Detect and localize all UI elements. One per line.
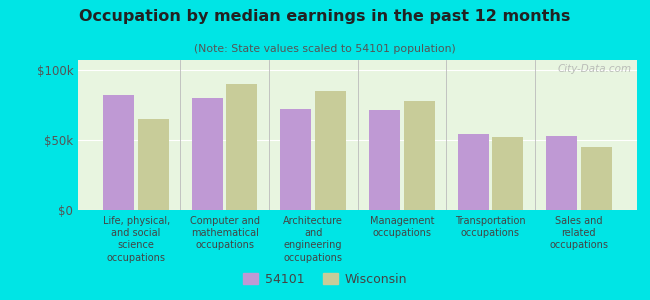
Bar [226, 84, 257, 210]
Bar [138, 119, 169, 210]
Bar [546, 136, 577, 210]
Text: Occupation by median earnings in the past 12 months: Occupation by median earnings in the pas… [79, 9, 571, 24]
Legend: 54101, Wisconsin: 54101, Wisconsin [239, 268, 411, 291]
Bar [103, 95, 135, 210]
Bar [192, 98, 223, 210]
Bar [492, 137, 523, 210]
Bar [404, 101, 434, 210]
Bar [281, 109, 311, 210]
Bar [458, 134, 489, 210]
Text: City-Data.com: City-Data.com [557, 64, 631, 74]
Bar [580, 147, 612, 210]
Bar [315, 91, 346, 210]
Bar [369, 110, 400, 210]
Text: (Note: State values scaled to 54101 population): (Note: State values scaled to 54101 popu… [194, 44, 456, 53]
